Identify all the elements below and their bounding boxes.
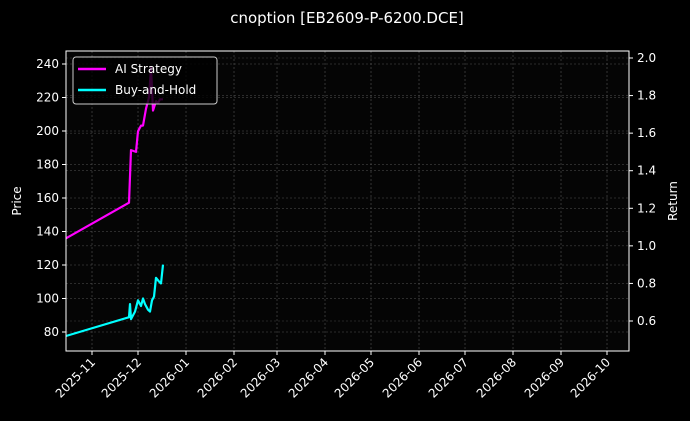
y-tick-label-left: 200 [36,124,59,138]
y-tick-label-right: 1.2 [637,201,656,215]
y-tick-label-right: 1.4 [637,164,656,178]
y-tick-label-right: 0.6 [637,314,656,328]
y-tick-label-left: 80 [44,325,59,339]
y-tick-label-left: 100 [36,292,59,306]
series-line-buy-and-hold [65,264,165,338]
legend-label-ai-strategy: AI Strategy [115,62,182,76]
legend-box [72,56,218,105]
legend-label-buy-and-hold: Buy-and-Hold [115,83,196,97]
y-tick-label-left: 240 [36,57,59,71]
y-tick-label-right: 1.6 [637,126,656,140]
y-tick-label-left: 180 [36,158,59,172]
chart-title: cnoption [EB2609-P-6200.DCE] [230,9,464,27]
right-y-axis: 0.6 0.8 1.0 1.2 1.4 1.6 1.8 2.0 [629,51,656,328]
legend: AI Strategy Buy-and-Hold [72,56,218,105]
y-tick-label-right: 2.0 [637,51,656,65]
y-tick-label-right: 0.8 [637,276,656,290]
y-axis-label-right: Return [666,181,680,221]
grid-lines [66,51,629,351]
y-tick-label-left: 140 [36,225,59,239]
y-axis-label-left: Price [10,186,24,215]
y-tick-label-left: 220 [36,91,59,105]
y-tick-label-left: 120 [36,258,59,272]
y-tick-label-left: 160 [36,191,59,205]
y-tick-label-right: 1.0 [637,239,656,253]
plot-frame [65,50,630,352]
y-tick-label-right: 1.8 [637,89,656,103]
left-y-axis: 80 100 120 140 160 180 200 220 240 [36,57,66,339]
